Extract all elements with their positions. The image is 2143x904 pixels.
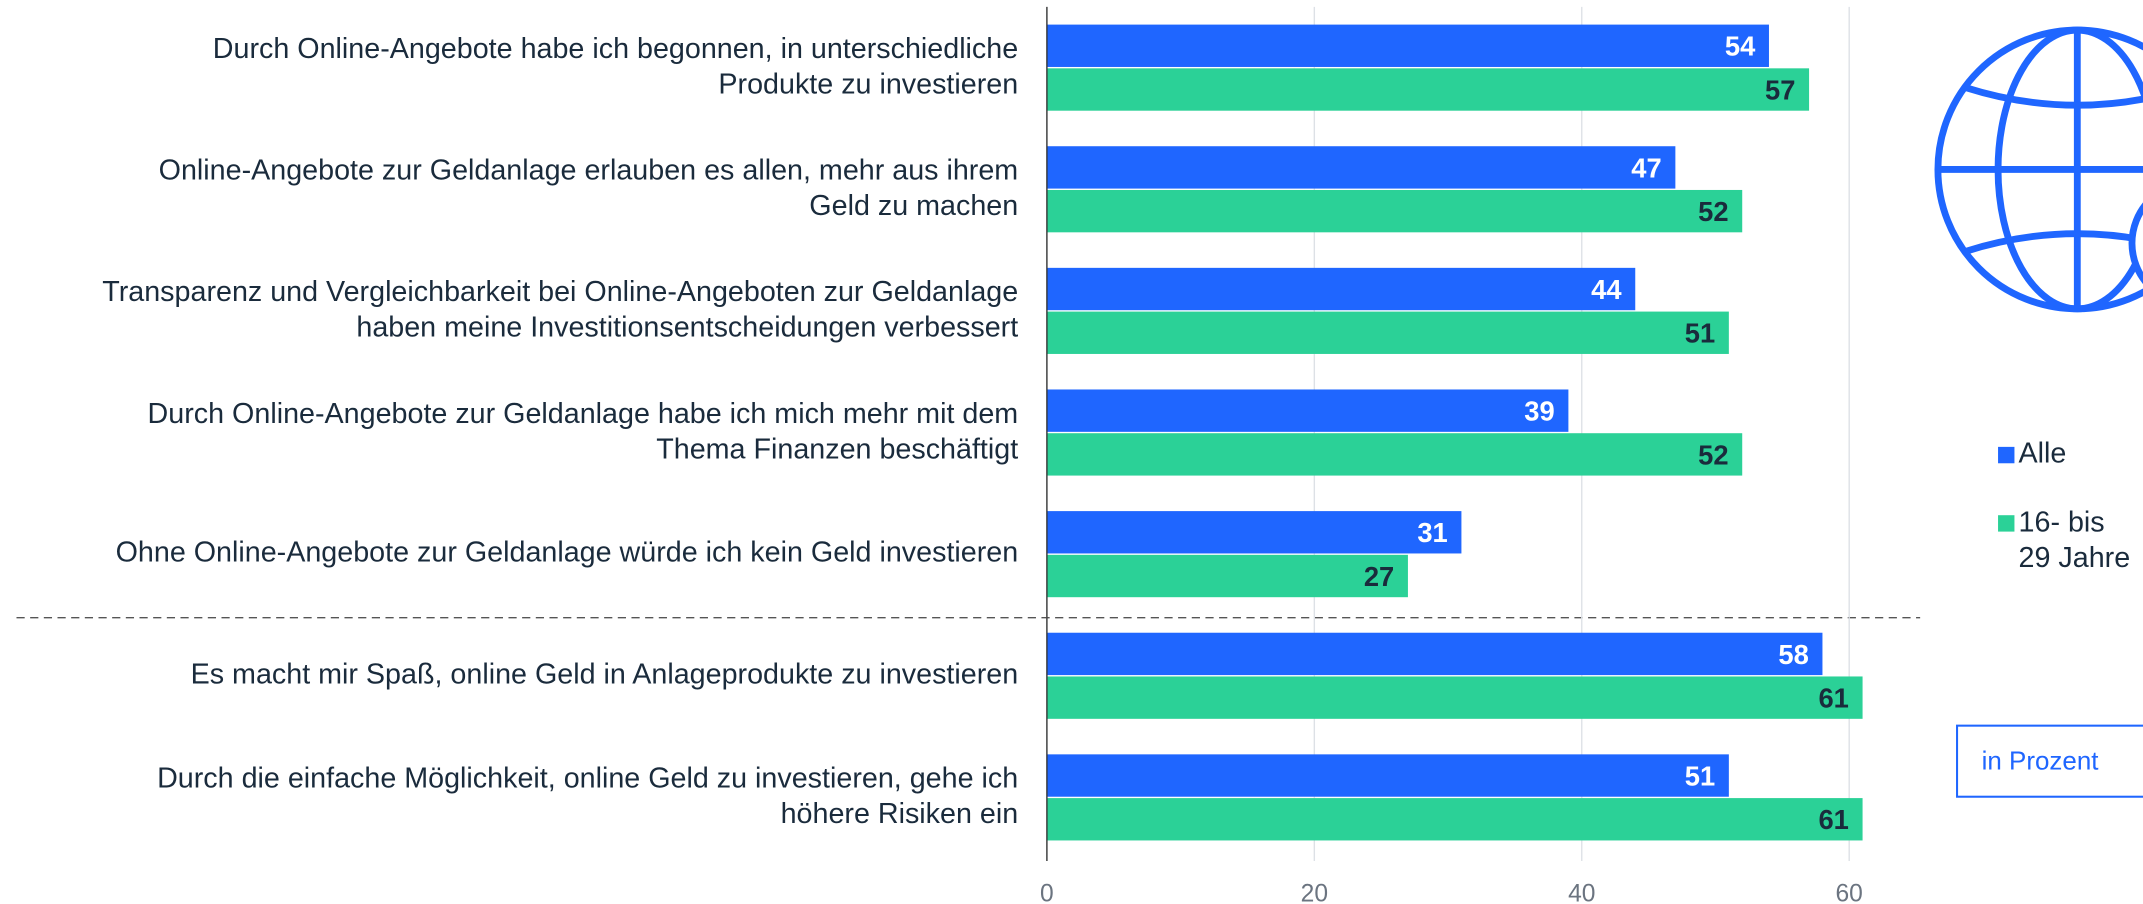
x-tick-label: 40	[1568, 881, 1595, 904]
category-label: Durch die einfache Möglichkeit, online G…	[157, 762, 1018, 830]
bar	[1046, 24, 1769, 67]
value-label: 54	[1725, 31, 1756, 62]
bar	[1046, 676, 1863, 719]
category-label: Durch Online-Angebote zur Geldanlage hab…	[148, 397, 1019, 465]
note: in Prozent	[1982, 745, 2100, 775]
category-label: Transparenz und Vergleichbarkeit bei Onl…	[102, 276, 1018, 344]
value-label: 61	[1818, 804, 1848, 835]
x-tick-label: 20	[1301, 881, 1328, 904]
bar	[1046, 433, 1743, 476]
bar	[1046, 146, 1676, 189]
value-label: 61	[1818, 683, 1848, 714]
legend-label: 16- bis 29 Jahre	[2019, 506, 2131, 574]
value-label: 57	[1765, 74, 1795, 105]
value-label: 58	[1778, 639, 1808, 670]
category-label: Online-Angebote zur Geldanlage erlauben …	[159, 154, 1019, 222]
legend-label: Alle	[2019, 438, 2067, 470]
bar	[1046, 511, 1462, 554]
value-label: 44	[1591, 274, 1622, 305]
bar	[1046, 798, 1863, 841]
value-label: 27	[1364, 561, 1394, 592]
x-tick-label: 0	[1040, 881, 1054, 904]
value-label: 47	[1631, 152, 1661, 183]
bar	[1046, 632, 1823, 676]
value-label: 31	[1417, 517, 1447, 548]
bar	[1046, 189, 1743, 233]
value-label: 52	[1698, 439, 1728, 470]
note-box	[1956, 724, 2143, 798]
category-label: Durch Online-Angebote habe ich begonnen,…	[213, 32, 1018, 100]
bar	[1046, 389, 1569, 432]
bar	[1046, 754, 1729, 797]
x-tick-label: 60	[1836, 881, 1863, 904]
legend-swatch	[1998, 446, 2015, 464]
bar	[1046, 68, 1810, 111]
value-label: 51	[1685, 760, 1715, 791]
legend-swatch	[1998, 515, 2015, 532]
category-label: Ohne Online-Angebote zur Geldanlage würd…	[116, 537, 1019, 569]
globe-icon	[1934, 26, 2143, 313]
category-label: Es macht mir Spaß, online Geld in Anlage…	[191, 658, 1019, 690]
bar	[1046, 311, 1729, 354]
value-label: 39	[1524, 396, 1554, 427]
value-label: 52	[1698, 196, 1728, 227]
bar	[1046, 267, 1636, 311]
value-label: 51	[1685, 318, 1715, 349]
bar	[1046, 554, 1408, 598]
